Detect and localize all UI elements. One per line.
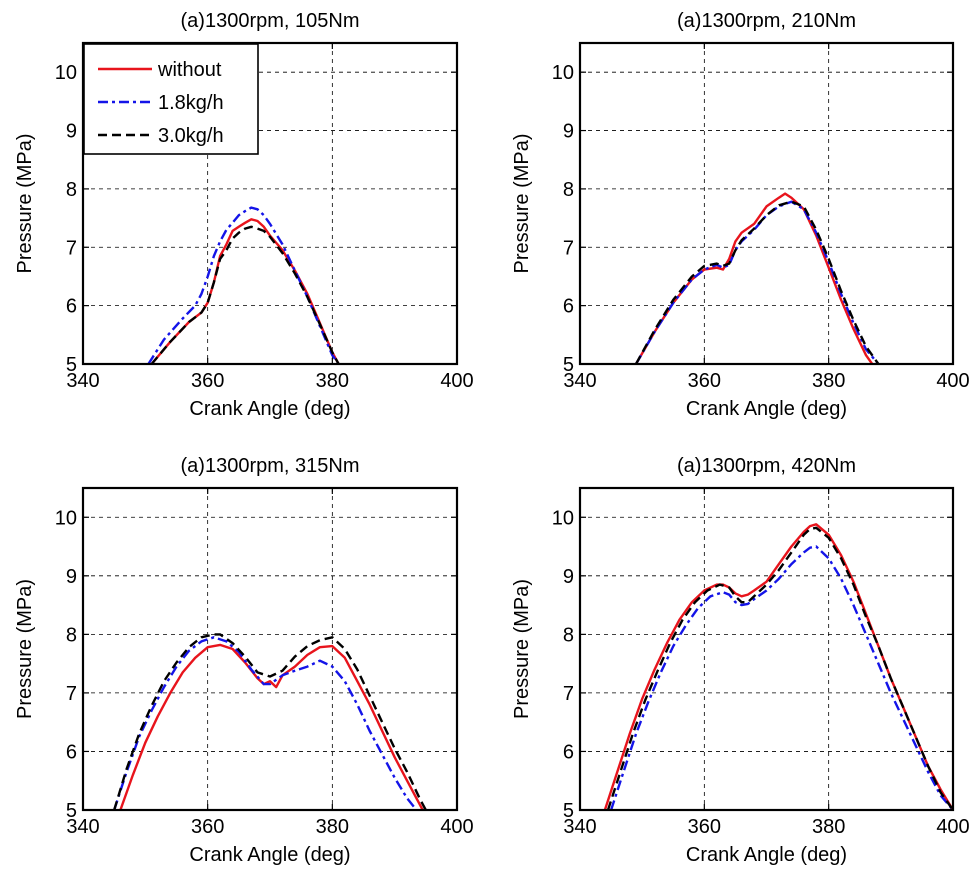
chart-panel-105nm: 340 360 380 400 5 6 7 8 9 10 (a)1300rpm, 105Nm Cran… — [14, 10, 474, 420]
x-axis-label: Crank Angle (deg) — [189, 844, 350, 866]
series-line-3-0kg-h — [606, 526, 953, 810]
y-tick-label: 5 — [66, 800, 77, 822]
series-group — [147, 206, 340, 364]
y-tick-label: 6 — [66, 296, 77, 318]
legend-label: 3.0kg/h — [158, 125, 224, 147]
chart-title: (a)1300rpm, 210Nm — [677, 10, 856, 32]
series-group — [113, 633, 427, 810]
series-line-without — [119, 643, 424, 810]
y-tick-label: 7 — [563, 237, 574, 259]
series-group — [603, 523, 953, 810]
plot-frame — [81, 486, 459, 812]
x-tick-label: 380 — [812, 370, 845, 392]
x-axis-label: Crank Angle (deg) — [686, 398, 847, 420]
plot-frame — [81, 41, 459, 366]
series-line-1-8kg-h — [634, 200, 880, 364]
x-tick-label: 380 — [812, 816, 845, 838]
chart-panel-420nm: 340 360 380 400 5 6 7 8 9 10 (a)1300rpm, 420Nm Cran… — [511, 455, 970, 866]
series-line-3-0kg-h — [634, 200, 880, 364]
series-line-3-0kg-h — [150, 225, 340, 364]
x-tick-label: 340 — [563, 370, 596, 392]
chart-title: (a)1300rpm, 315Nm — [181, 455, 360, 477]
x-axis-label: Crank Angle (deg) — [686, 844, 847, 866]
series-group — [634, 192, 880, 364]
x-tick-label: 340 — [563, 816, 596, 838]
y-axis-label: Pressure (MPa) — [511, 133, 533, 273]
y-tick-label: 8 — [66, 179, 77, 201]
plot-frame — [578, 41, 955, 366]
x-tick-label: 340 — [66, 816, 99, 838]
x-tick-label: 400 — [440, 370, 473, 392]
x-tick-label: 400 — [440, 816, 473, 838]
y-tick-label: 9 — [66, 566, 77, 588]
legend-label: without — [157, 59, 222, 81]
y-tick-label: 6 — [66, 741, 77, 763]
y-tick-label: 7 — [66, 683, 77, 705]
y-tick-label: 6 — [563, 296, 574, 318]
series-line-1-8kg-h — [147, 206, 340, 364]
y-tick-label: 8 — [563, 179, 574, 201]
y-tick-label: 9 — [66, 121, 77, 143]
y-axis-label: Pressure (MPa) — [511, 579, 533, 719]
legend-label: 1.8kg/h — [158, 92, 224, 114]
plot-frame — [578, 486, 955, 812]
y-tick-label: 10 — [55, 62, 77, 84]
y-tick-label: 8 — [563, 624, 574, 646]
legend: without 1.8kg/h 3.0kg/h — [83, 43, 259, 155]
series-line-1-8kg-h — [113, 636, 418, 810]
y-axis-label: Pressure (MPa) — [14, 133, 36, 273]
x-axis-label: Crank Angle (deg) — [189, 398, 350, 420]
x-tick-label: 400 — [936, 370, 969, 392]
series-line-without — [150, 218, 340, 364]
legend-box — [83, 43, 259, 155]
x-tick-label: 380 — [316, 370, 349, 392]
chart-title: (a)1300rpm, 105Nm — [181, 10, 360, 32]
chart-title: (a)1300rpm, 420Nm — [677, 455, 856, 477]
y-tick-label: 5 — [563, 354, 574, 376]
y-tick-label: 8 — [66, 624, 77, 646]
x-tick-label: 400 — [936, 816, 969, 838]
y-tick-label: 5 — [66, 354, 77, 376]
y-tick-label: 10 — [552, 507, 574, 529]
x-tick-label: 380 — [316, 816, 349, 838]
y-tick-label: 10 — [55, 507, 77, 529]
y-tick-label: 9 — [563, 566, 574, 588]
x-tick-label: 360 — [688, 816, 721, 838]
chart-panel-315nm: 340 360 380 400 5 6 7 8 9 10 (a)1300rpm, 315Nm Cran… — [14, 455, 474, 866]
x-tick-label: 360 — [191, 816, 224, 838]
x-tick-label: 340 — [66, 370, 99, 392]
y-axis-label: Pressure (MPa) — [14, 579, 36, 719]
series-line-without — [603, 523, 953, 810]
y-tick-label: 7 — [563, 683, 574, 705]
y-tick-label: 10 — [552, 62, 574, 84]
series-line-1-8kg-h — [609, 545, 953, 810]
chart-panel-210nm: 340 360 380 400 5 6 7 8 9 10 (a)1300rpm, 210Nm Cran… — [511, 10, 970, 420]
y-tick-label: 9 — [563, 121, 574, 143]
x-tick-label: 360 — [688, 370, 721, 392]
x-tick-label: 360 — [191, 370, 224, 392]
series-line-3-0kg-h — [113, 633, 427, 810]
y-tick-label: 6 — [563, 741, 574, 763]
y-tick-label: 5 — [563, 800, 574, 822]
y-tick-label: 7 — [66, 237, 77, 259]
